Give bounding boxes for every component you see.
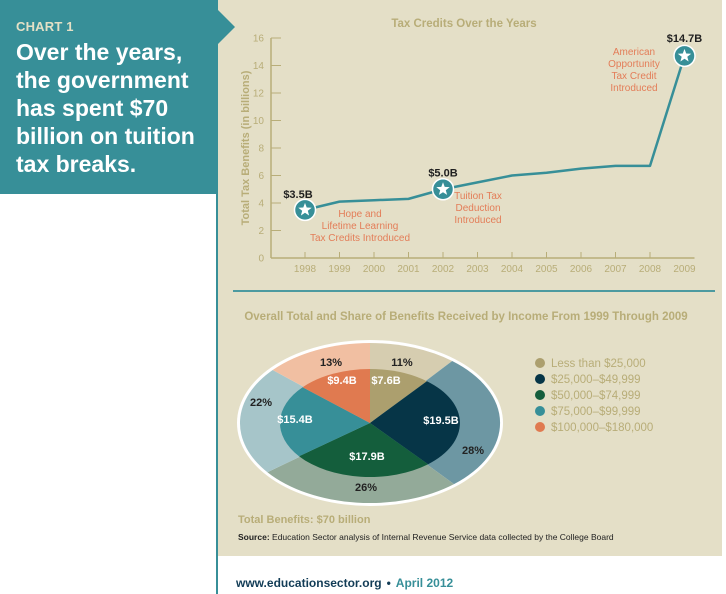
slice-percent-label: 22% [250, 397, 272, 409]
slice-value-label: $19.5B [423, 415, 459, 427]
total-benefits: Total Benefits: $70 billion [238, 514, 371, 526]
annotation-text: Introduced [610, 83, 657, 94]
y-axis-title: Total Tax Benefits (in billions) [240, 70, 252, 225]
legend-swatch [535, 390, 545, 400]
x-tick-label: 2009 [673, 264, 696, 275]
left-rule [216, 0, 218, 594]
pie-chart: $7.6B $19.5B $17.9B $15.4B $9.4B 11% 28% 26% 22%… [237, 340, 503, 506]
legend-label: $25,000–$49,999 [551, 374, 641, 386]
y-tick-label: 2 [258, 226, 264, 237]
annotation-text: Deduction [455, 203, 500, 214]
slice-percent-label: 26% [355, 482, 377, 494]
line-chart-axes: 0 2 4 6 8 10 12 14 16 1998 1999 2000 2001 2002 2003 200… [253, 34, 696, 276]
star-icon [298, 202, 312, 216]
value-label: $14.7B [667, 33, 703, 45]
footer-date: April 2012 [395, 576, 454, 590]
annotation-text: Hope and [338, 209, 381, 220]
star-icon [436, 182, 450, 195]
x-tick-label: 2008 [639, 264, 662, 275]
y-tick-label: 4 [258, 199, 264, 210]
annotation-text: Tuition Tax [454, 191, 502, 202]
star-icon [677, 48, 692, 62]
x-tick-label: 2007 [604, 264, 627, 275]
pie-slice [279, 387, 370, 457]
source-text: Education Sector analysis of Internal Re… [272, 532, 614, 542]
y-tick-label: 0 [258, 254, 264, 265]
slice-value-label: $15.4B [277, 414, 313, 426]
x-tick-label: 2006 [570, 264, 593, 275]
source-note: Source: Education Sector analysis of Int… [238, 532, 614, 542]
x-tick-label: 2004 [501, 264, 524, 275]
legend-swatch [535, 422, 545, 432]
pie-chart-title: Overall Total and Share of Benefits Rece… [244, 311, 687, 323]
annotation-text: Lifetime Learning [322, 221, 399, 232]
pie-legend: Less than $25,000 $25,000–$49,999 $50,000–… [535, 358, 653, 434]
pie-slice [370, 381, 460, 465]
y-tick-label: 14 [253, 61, 265, 72]
footer: www.educationsector.org • April 2012 [236, 576, 453, 590]
footer-separator: • [386, 576, 391, 590]
legend-label: $75,000–$99,999 [551, 406, 641, 418]
annotation-text: Introduced [454, 215, 501, 226]
slice-percent-label: 28% [462, 445, 484, 457]
chart-number-label: CHART 1 [16, 19, 74, 34]
y-tick-label: 10 [253, 116, 265, 127]
legend-swatch [535, 406, 545, 416]
x-tick-label: 2005 [535, 264, 558, 275]
annotation-text: Tax Credits Introduced [310, 233, 410, 244]
pie-slice [302, 369, 370, 423]
y-tick-label: 6 [258, 171, 264, 182]
y-tick-label: 16 [253, 34, 265, 45]
annotation-text: Tax Credit [611, 71, 656, 82]
footer-url-link[interactable]: www.educationsector.org [236, 576, 382, 590]
callout-arrow [218, 10, 235, 44]
slice-value-label: $7.6B [371, 375, 400, 387]
legend-label: Less than $25,000 [551, 358, 646, 370]
x-tick-label: 1998 [294, 264, 317, 275]
pie-slice [299, 423, 429, 477]
slice-percent-label: 13% [320, 357, 342, 369]
x-tick-label: 2002 [432, 264, 455, 275]
value-label: $5.0B [428, 167, 457, 179]
y-tick-label: 8 [258, 144, 264, 155]
slice-percent-label: 11% [391, 357, 413, 369]
source-label: Source: [238, 532, 270, 542]
legend-label: $100,000–$180,000 [551, 422, 653, 434]
slice-value-label: $17.9B [349, 451, 385, 463]
x-tick-label: 1999 [328, 264, 351, 275]
y-tick-label: 12 [253, 89, 265, 100]
legend-swatch [535, 374, 545, 384]
line-chart-title: Tax Credits Over the Years [391, 18, 536, 30]
callout-box: CHART 1 Over the years, the government h… [0, 0, 218, 194]
value-label: $3.5B [283, 189, 312, 201]
headline: Over the years, the government has spent… [16, 39, 195, 177]
x-tick-label: 2003 [466, 264, 489, 275]
series-line [304, 55, 686, 212]
annotation-text: American [613, 47, 655, 58]
x-tick-label: 2001 [397, 264, 420, 275]
legend-swatch [535, 358, 545, 368]
pie-slice [370, 369, 427, 423]
x-tick-label: 2000 [363, 264, 386, 275]
slice-value-label: $9.4B [327, 375, 356, 387]
annotation-text: Opportunity [608, 59, 660, 70]
section-divider [233, 290, 715, 292]
legend-label: $50,000–$74,999 [551, 390, 641, 402]
